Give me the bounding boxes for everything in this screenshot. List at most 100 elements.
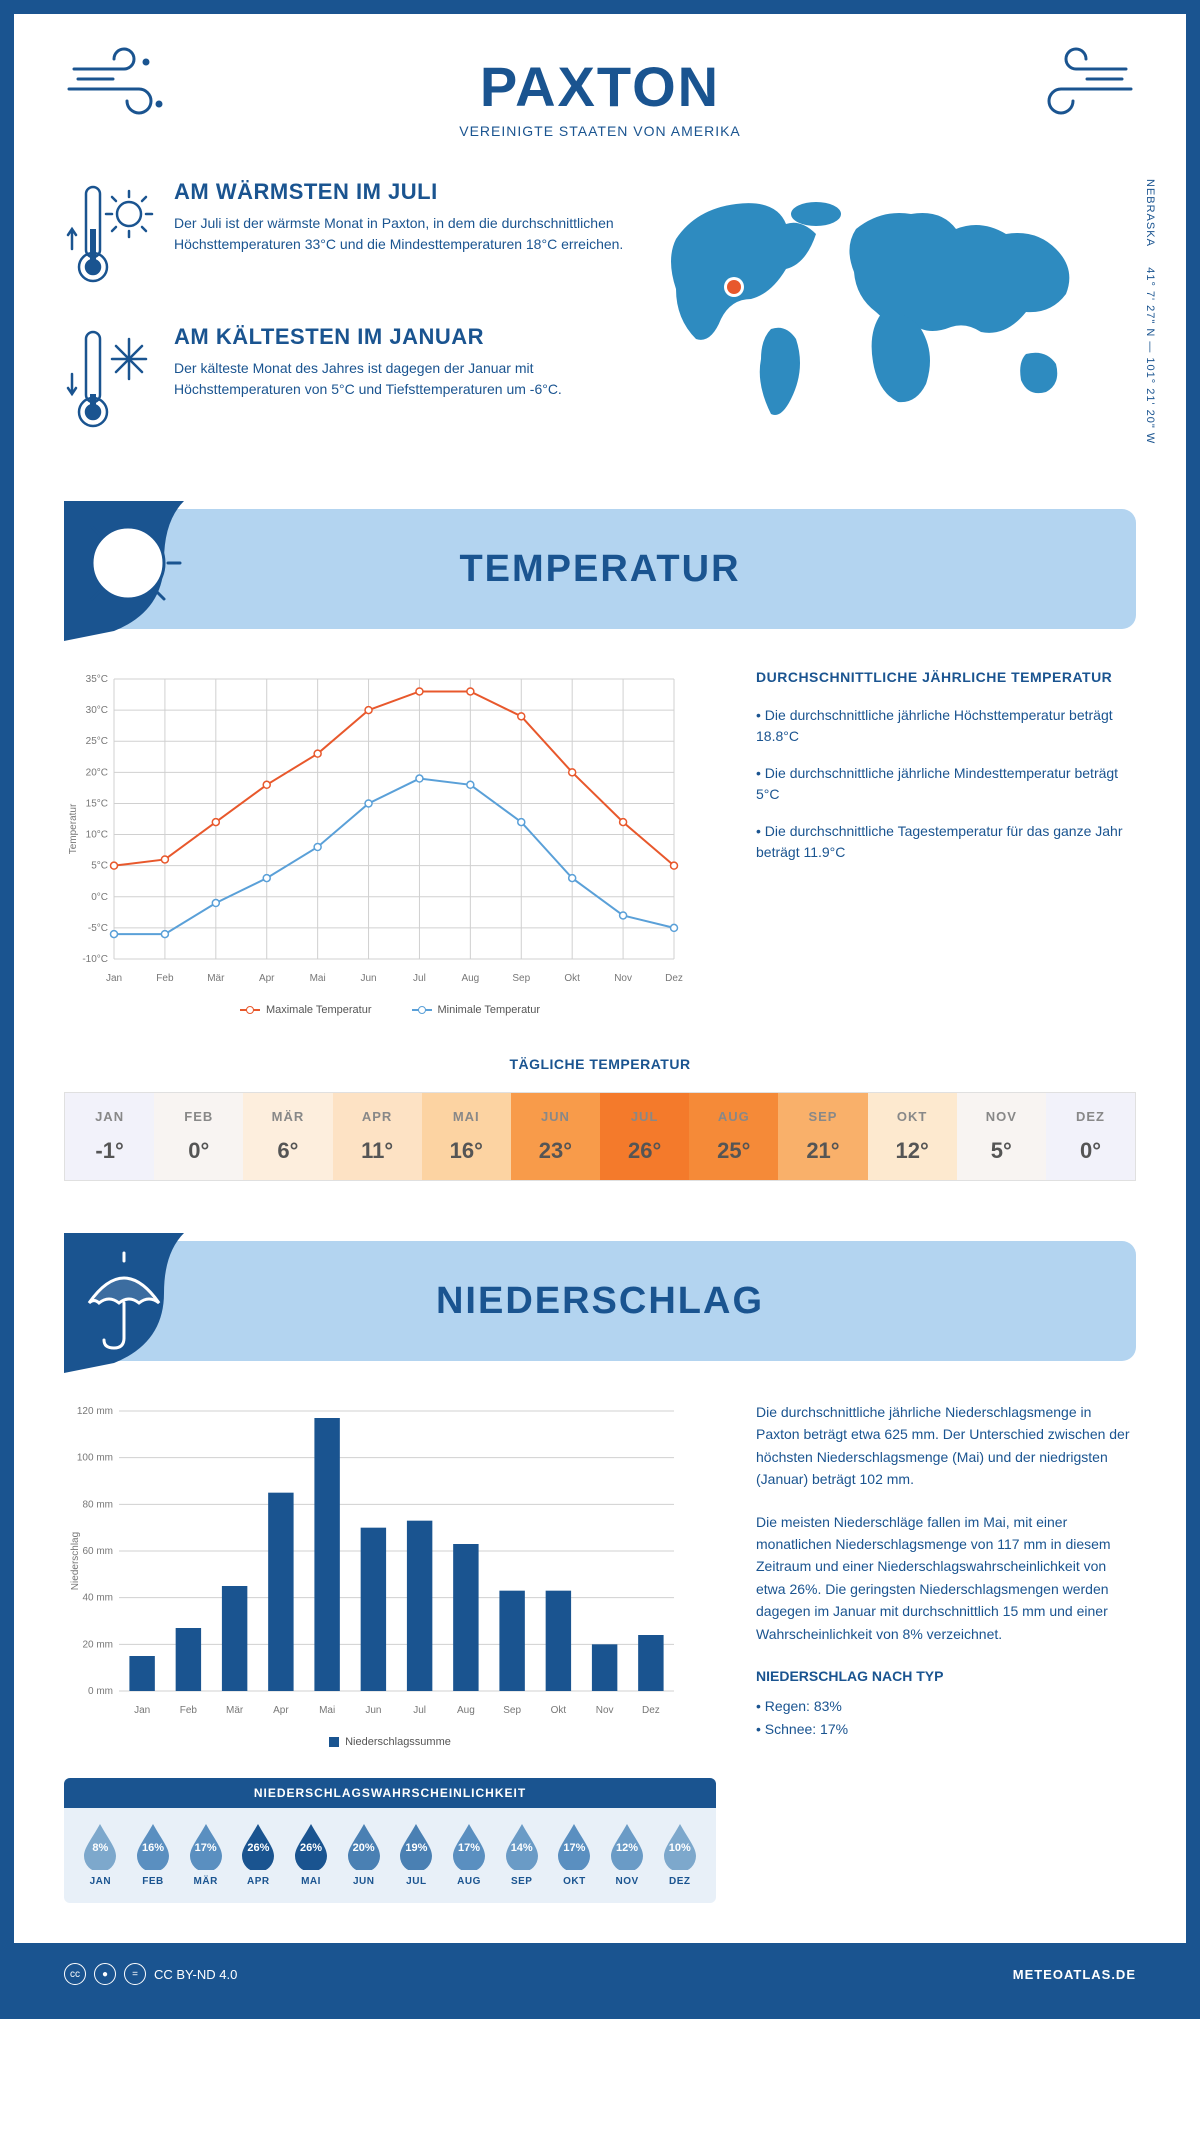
- svg-text:Jul: Jul: [413, 1705, 426, 1716]
- precip-p2: Die meisten Niederschläge fallen im Mai,…: [756, 1511, 1136, 1645]
- svg-text:Dez: Dez: [665, 973, 683, 984]
- cc-icon: cc: [64, 1963, 86, 1985]
- thermometer-hot-icon: [64, 179, 154, 294]
- prob-cell: 26%APR: [232, 1822, 285, 1887]
- svg-text:-5°C: -5°C: [88, 923, 108, 934]
- prob-cell: 19%JUL: [390, 1822, 443, 1887]
- precipitation-bar-chart: 0 mm20 mm40 mm60 mm80 mm100 mm120 mmJanF…: [64, 1401, 684, 1721]
- coldest-title: AM KÄLTESTEN IM JANUAR: [174, 324, 626, 350]
- precip-type-item: • Schnee: 17%: [756, 1718, 1136, 1740]
- wind-icon: [64, 44, 174, 129]
- precip-p1: Die durchschnittliche jährliche Niedersc…: [756, 1401, 1136, 1491]
- daily-cell: OKT12°: [868, 1093, 957, 1180]
- coordinates: 41° 7' 27" N — 101° 21' 20" W: [1144, 267, 1156, 444]
- daily-temp-table: JAN-1°FEB0°MÄR6°APR11°MAI16°JUN23°JUL26°…: [64, 1092, 1136, 1181]
- warmest-text: Der Juli ist der wärmste Monat in Paxton…: [174, 213, 626, 255]
- svg-text:60 mm: 60 mm: [82, 1546, 113, 1557]
- thermometer-cold-icon: [64, 324, 154, 439]
- svg-text:30°C: 30°C: [86, 705, 108, 716]
- coldest-text: Der kälteste Monat des Jahres ist dagege…: [174, 358, 626, 400]
- svg-text:20°C: 20°C: [86, 767, 108, 778]
- by-icon: ●: [94, 1963, 116, 1985]
- svg-text:Sep: Sep: [503, 1705, 521, 1716]
- svg-text:Nov: Nov: [614, 973, 632, 984]
- precipitation-probability: NIEDERSCHLAGSWAHRSCHEINLICHKEIT 8%JAN16%…: [64, 1778, 716, 1903]
- prob-cell: 17%MÄR: [179, 1822, 232, 1887]
- daily-cell: FEB0°: [154, 1093, 243, 1180]
- region-label: NEBRASKA: [1144, 179, 1156, 247]
- license-text: CC BY-ND 4.0: [154, 1967, 237, 1982]
- svg-text:Nov: Nov: [596, 1705, 614, 1716]
- svg-text:Jul: Jul: [413, 973, 426, 984]
- prob-title: NIEDERSCHLAGSWAHRSCHEINLICHKEIT: [64, 1778, 716, 1808]
- page-title: PAXTON: [64, 54, 1136, 119]
- wind-icon: [1026, 44, 1136, 129]
- daily-cell: NOV5°: [957, 1093, 1046, 1180]
- svg-text:Mai: Mai: [319, 1705, 335, 1716]
- svg-text:Mär: Mär: [226, 1705, 244, 1716]
- temperature-line-chart: -10°C-5°C0°C5°C10°C15°C20°C25°C30°C35°CJ…: [64, 669, 684, 989]
- svg-text:Mai: Mai: [310, 973, 326, 984]
- svg-text:100 mm: 100 mm: [77, 1453, 113, 1464]
- prob-cell: 20%JUN: [337, 1822, 390, 1887]
- svg-text:Jun: Jun: [365, 1705, 381, 1716]
- footer: cc ● = CC BY-ND 4.0 METEOATLAS.DE: [14, 1943, 1186, 2005]
- page-subtitle: VEREINIGTE STAATEN VON AMERIKA: [64, 123, 1136, 139]
- prob-cell: 16%FEB: [127, 1822, 180, 1887]
- svg-text:Jan: Jan: [106, 973, 122, 984]
- legend-precip: Niederschlagssumme: [345, 1736, 451, 1748]
- svg-text:Jun: Jun: [360, 973, 376, 984]
- daily-cell: JUL26°: [600, 1093, 689, 1180]
- svg-text:0°C: 0°C: [91, 892, 108, 903]
- section-temperature: TEMPERATUR: [64, 509, 1136, 629]
- legend-min: Minimale Temperatur: [438, 1004, 541, 1016]
- svg-text:5°C: 5°C: [91, 861, 108, 872]
- prob-cell: 26%MAI: [285, 1822, 338, 1887]
- svg-text:Feb: Feb: [180, 1705, 198, 1716]
- section-title: TEMPERATUR: [459, 548, 740, 591]
- daily-cell: AUG25°: [689, 1093, 778, 1180]
- daily-cell: DEZ0°: [1046, 1093, 1135, 1180]
- svg-text:Aug: Aug: [457, 1705, 475, 1716]
- svg-text:-10°C: -10°C: [82, 954, 108, 965]
- daily-temp-title: TÄGLICHE TEMPERATUR: [64, 1056, 1136, 1072]
- daily-cell: JAN-1°: [65, 1093, 154, 1180]
- daily-cell: MAI16°: [422, 1093, 511, 1180]
- svg-text:Apr: Apr: [259, 973, 275, 984]
- svg-text:Sep: Sep: [512, 973, 530, 984]
- svg-text:Dez: Dez: [642, 1705, 660, 1716]
- header: PAXTON VEREINIGTE STAATEN VON AMERIKA: [64, 14, 1136, 169]
- prob-cell: 14%SEP: [495, 1822, 548, 1887]
- umbrella-icon: [64, 1233, 204, 1378]
- svg-text:0 mm: 0 mm: [88, 1686, 113, 1697]
- svg-text:Mär: Mär: [207, 973, 225, 984]
- temp-info-title: DURCHSCHNITTLICHE JÄHRLICHE TEMPERATUR: [756, 669, 1136, 685]
- precip-type-item: • Regen: 83%: [756, 1695, 1136, 1717]
- svg-text:120 mm: 120 mm: [77, 1406, 113, 1417]
- svg-text:15°C: 15°C: [86, 798, 108, 809]
- brand-text: METEOATLAS.DE: [1013, 1967, 1136, 1982]
- prob-cell: 12%NOV: [601, 1822, 654, 1887]
- svg-text:Okt: Okt: [551, 1705, 567, 1716]
- temp-info-item: • Die durchschnittliche Tagestemperatur …: [756, 821, 1136, 863]
- prob-cell: 17%AUG: [443, 1822, 496, 1887]
- svg-text:40 mm: 40 mm: [82, 1593, 113, 1604]
- svg-text:Okt: Okt: [564, 973, 580, 984]
- prob-cell: 8%JAN: [74, 1822, 127, 1887]
- nd-icon: =: [124, 1963, 146, 1985]
- svg-text:Niederschlag: Niederschlag: [70, 1532, 81, 1590]
- svg-text:Feb: Feb: [156, 973, 174, 984]
- daily-cell: SEP21°: [778, 1093, 867, 1180]
- precip-type-title: NIEDERSCHLAG NACH TYP: [756, 1665, 1136, 1687]
- world-map-icon: [656, 179, 1116, 439]
- temp-info-item: • Die durchschnittliche jährliche Höchst…: [756, 705, 1136, 747]
- sun-icon: [64, 501, 204, 646]
- svg-text:35°C: 35°C: [86, 674, 108, 685]
- prob-cell: 17%OKT: [548, 1822, 601, 1887]
- temp-info-item: • Die durchschnittliche jährliche Mindes…: [756, 763, 1136, 805]
- svg-text:Aug: Aug: [461, 973, 479, 984]
- svg-text:Jan: Jan: [134, 1705, 150, 1716]
- intro-section: AM WÄRMSTEN IM JULI Der Juli ist der wär…: [64, 169, 1136, 509]
- svg-text:25°C: 25°C: [86, 736, 108, 747]
- svg-text:Temperatur: Temperatur: [68, 803, 79, 854]
